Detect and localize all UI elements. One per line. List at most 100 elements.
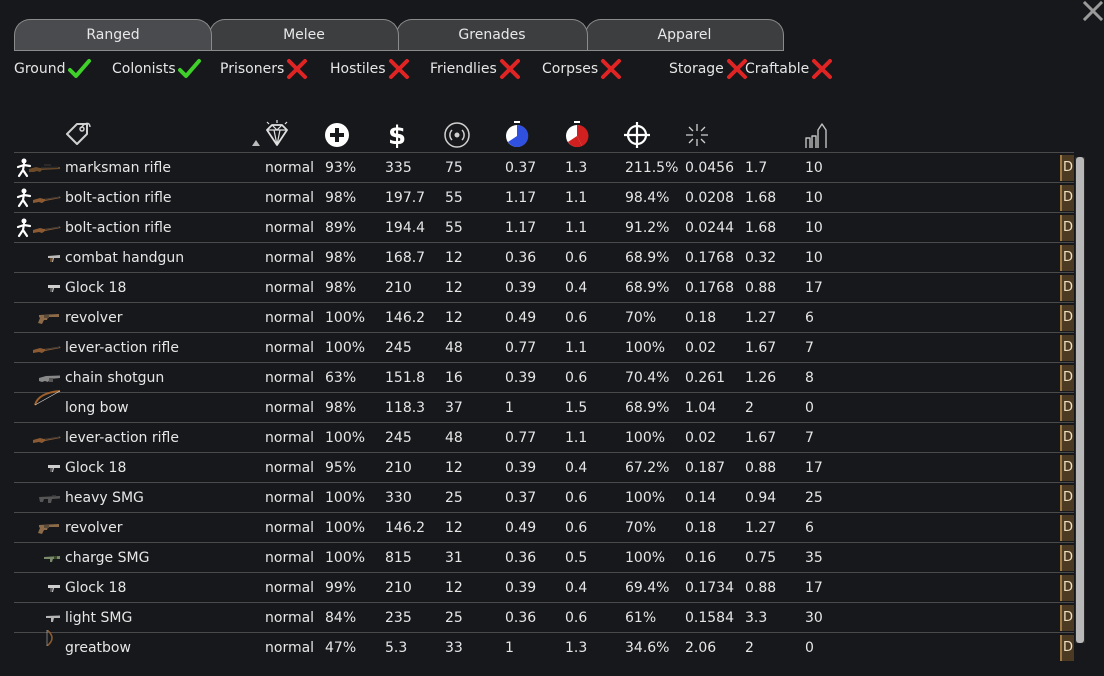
cell-name[interactable]: Glock 18 (65, 280, 127, 296)
cell-accuracy: 100% (625, 430, 666, 446)
greatbow-icon (46, 630, 53, 646)
table-row[interactable]: lever-action rifle normal 100% 245 48 0.77 1.1… (14, 422, 1074, 452)
cell-cooldown: 1.1 (565, 190, 588, 206)
filter-corpses[interactable]: Corpses (542, 56, 623, 82)
table-row[interactable]: combat handgun normal 98% 168.7 12 0.36 0.6 68.… (14, 242, 1074, 272)
cell-warmup: 0.39 (505, 280, 537, 296)
filter-storage[interactable]: Storage (669, 56, 749, 82)
drop-button[interactable]: D (1060, 575, 1074, 601)
column-header-tag[interactable] (63, 120, 93, 150)
rifle-icon (33, 346, 61, 353)
table-row[interactable]: heavy SMG normal 100% 330 25 0.37 0.6 100% 0.14 0… (14, 482, 1074, 512)
cell-name[interactable]: revolver (65, 520, 123, 536)
close-window-button[interactable] (1082, 0, 1104, 22)
table-row[interactable]: Glock 18 normal 95% 210 12 0.39 0.4 67.2% 0.187 0… (14, 452, 1074, 482)
cell-range: 55 (445, 220, 463, 236)
cell-name[interactable]: charge SMG (65, 550, 150, 566)
cell-name[interactable]: combat handgun (65, 250, 185, 266)
column-header-quality[interactable] (262, 120, 292, 150)
drop-button[interactable]: D (1060, 155, 1074, 181)
drop-button[interactable]: D (1060, 305, 1074, 331)
filter-hostiles[interactable]: Hostiles (330, 56, 411, 82)
cell-name[interactable]: marksman rifle (65, 160, 171, 176)
rifle-icon (33, 196, 61, 203)
drop-button[interactable]: D (1060, 425, 1074, 451)
drop-button[interactable]: D (1060, 635, 1074, 661)
drop-button[interactable]: D (1060, 245, 1074, 271)
cell-name[interactable]: lever-action rifle (65, 340, 179, 356)
tab-grenades[interactable]: Grenades (396, 19, 588, 50)
drop-button[interactable]: D (1060, 275, 1074, 301)
cell-name[interactable]: lever-action rifle (65, 430, 179, 446)
cell-name[interactable]: chain shotgun (65, 370, 165, 386)
filter-friendlies[interactable]: Friendlies (430, 56, 522, 82)
dispersion-icon (686, 124, 708, 146)
cell-accuracy: 100% (625, 340, 666, 356)
drop-button[interactable]: D (1060, 365, 1074, 391)
column-header-accuracy[interactable] (622, 120, 652, 150)
cell-name[interactable]: bolt-action rifle (65, 220, 172, 236)
cell-name[interactable]: greatbow (65, 640, 131, 656)
drop-button[interactable]: D (1060, 485, 1074, 511)
table-row[interactable]: Glock 18 normal 98% 210 12 0.39 0.4 68.9% 0.1768… (14, 272, 1074, 302)
warmup-icon (506, 121, 529, 147)
filter-craftable[interactable]: Craftable (745, 56, 834, 82)
drop-button[interactable]: D (1060, 185, 1074, 211)
drop-button[interactable]: D (1060, 605, 1074, 631)
filter-ground[interactable]: Ground (14, 56, 91, 82)
column-header-range[interactable] (442, 120, 472, 150)
column-header-warmup[interactable] (502, 120, 532, 150)
cell-hp: 100% (325, 310, 366, 326)
column-header-dispersion[interactable] (682, 120, 712, 150)
table-row[interactable]: Glock 18 normal 99% 210 12 0.39 0.4 69.4% 0.1734… (14, 572, 1074, 602)
pistol-icon (48, 585, 60, 592)
cell-accuracy: 68.9% (625, 400, 670, 416)
drop-button[interactable]: D (1060, 515, 1074, 541)
cell-quality: normal (265, 520, 315, 536)
cell-range: 31 (445, 550, 463, 566)
table-row[interactable]: light SMG normal 84% 235 25 0.36 0.6 61% 0.1584 3… (14, 602, 1074, 632)
table-row[interactable]: revolver normal 100% 146.2 12 0.49 0.6 70% 0.18 1… (14, 512, 1074, 542)
close-icon (1082, 0, 1104, 22)
tab-ranged[interactable]: Ranged (14, 19, 212, 50)
drop-button[interactable]: D (1060, 215, 1074, 241)
scrollbar[interactable] (1075, 157, 1085, 643)
cell-burst: 10 (805, 190, 823, 206)
drop-button[interactable]: D (1060, 455, 1074, 481)
drop-button[interactable]: D (1060, 545, 1074, 571)
column-header-burst[interactable] (802, 120, 832, 150)
cell-dispersion: 0.18 (685, 520, 717, 536)
filter-colonists[interactable]: Colonists (112, 56, 201, 82)
table-row[interactable]: chain shotgun normal 63% 151.8 16 0.39 0.6 70.4… (14, 362, 1074, 392)
cell-name[interactable]: long bow (65, 400, 129, 416)
table-row[interactable]: revolver normal 100% 146.2 12 0.49 0.6 70% 0.18 1… (14, 302, 1074, 332)
table-row[interactable]: bolt-action rifle normal 89% 194.4 55 1.17 1.1… (14, 212, 1074, 242)
tab-apparel[interactable]: Apparel (585, 19, 784, 50)
drop-button[interactable]: D (1060, 335, 1074, 361)
cell-name[interactable]: revolver (65, 310, 123, 326)
column-header-hitpoints[interactable] (322, 120, 352, 150)
cell-name[interactable]: Glock 18 (65, 580, 127, 596)
cell-dps: 0.88 (745, 280, 777, 296)
table-row[interactable]: marksman rifle normal 93% 335 75 0.37 1.3 211.5… (14, 152, 1074, 182)
cell-dps: 1.67 (745, 340, 777, 356)
table-row[interactable]: charge SMG normal 100% 815 31 0.36 0.5 100% 0.16… (14, 542, 1074, 572)
cell-hp: 100% (325, 490, 366, 506)
table-row[interactable]: bolt-action rifle normal 98% 197.7 55 1.17 1.1… (14, 182, 1074, 212)
column-header-cooldown[interactable] (562, 120, 592, 150)
filter-prisoners[interactable]: Prisoners (220, 56, 309, 82)
scrollbar-thumb[interactable] (1076, 157, 1084, 643)
table-row[interactable]: lever-action rifle normal 100% 245 48 0.77 1.1… (14, 332, 1074, 362)
cell-name[interactable]: heavy SMG (65, 490, 144, 506)
cell-name[interactable]: light SMG (65, 610, 133, 626)
cell-name[interactable]: bolt-action rifle (65, 190, 172, 206)
cell-accuracy: 211.5% (625, 160, 679, 176)
tab-melee[interactable]: Melee (209, 19, 399, 50)
drop-button[interactable]: D (1060, 395, 1074, 421)
cell-name[interactable]: Glock 18 (65, 460, 127, 476)
table-row[interactable]: long bow normal 98% 118.3 37 1 1.5 68.9% 1.04 2 0 D (14, 390, 1074, 422)
table-row[interactable]: greatbow normal 47% 5.3 33 1 1.3 34.6% 2.06 2 0 D (14, 630, 1074, 662)
cell-quality: normal (265, 400, 315, 416)
cell-value: 210 (385, 460, 412, 476)
column-header-value[interactable]: $ (382, 120, 412, 151)
